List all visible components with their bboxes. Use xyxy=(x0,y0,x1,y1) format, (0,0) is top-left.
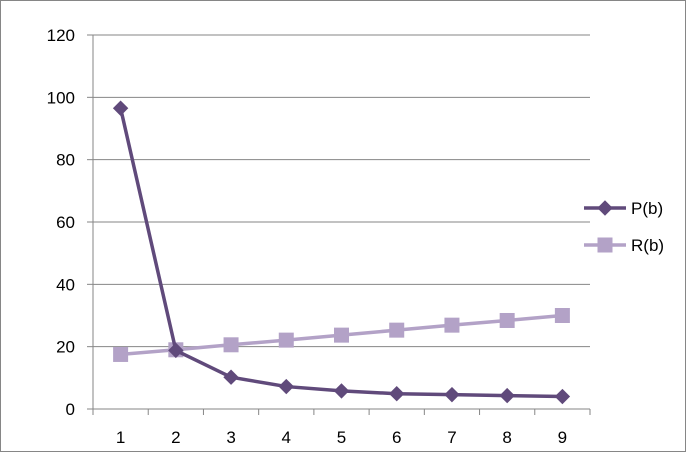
series-diamond-group xyxy=(112,100,571,405)
x-tick-label: 1 xyxy=(116,428,125,447)
x-tick-label: 5 xyxy=(337,428,346,447)
data-point xyxy=(554,388,571,405)
data-point xyxy=(278,332,294,348)
data-point xyxy=(112,100,129,116)
y-tick-label: 120 xyxy=(47,26,75,45)
data-point xyxy=(278,378,294,395)
data-point xyxy=(223,337,239,353)
data-point xyxy=(113,346,129,362)
data-point xyxy=(334,327,349,343)
axes: 0 20 40 60 80 100 120 1 2 3 4 5 6 7 8 9 xyxy=(47,26,591,447)
legend-item: R(b) xyxy=(584,236,664,255)
x-tick-label: 6 xyxy=(392,428,401,447)
data-point xyxy=(444,317,460,333)
y-tick-label: 100 xyxy=(47,88,75,107)
data-point xyxy=(333,383,350,399)
gridlines xyxy=(93,34,590,348)
y-tick-label: 80 xyxy=(56,151,75,170)
data-point xyxy=(389,386,405,402)
x-tick-label: 7 xyxy=(447,428,456,447)
data-point xyxy=(444,386,460,403)
data-point xyxy=(499,387,515,404)
y-tick-label: 40 xyxy=(56,275,75,294)
legend-marker xyxy=(597,200,613,216)
y-tick-label: 0 xyxy=(66,400,75,419)
legend-label: R(b) xyxy=(631,236,664,255)
data-point xyxy=(554,308,570,323)
x-tick-label: 4 xyxy=(282,428,291,447)
data-point xyxy=(499,312,515,328)
legend-item: P(b) xyxy=(584,199,663,218)
data-point xyxy=(168,342,184,359)
data-point xyxy=(223,369,239,385)
series-line xyxy=(118,107,563,399)
y-tick-label: 20 xyxy=(56,338,75,357)
legend: P(b) R(b) xyxy=(584,199,664,255)
data-point xyxy=(389,322,405,338)
x-tick-label: 8 xyxy=(502,428,511,447)
y-tick-label: 60 xyxy=(56,213,75,232)
x-tick-label: 9 xyxy=(558,428,567,447)
legend-marker xyxy=(597,237,613,253)
x-tick-label: 3 xyxy=(226,428,235,447)
legend-label: P(b) xyxy=(631,199,663,218)
x-tick-label: 2 xyxy=(171,428,180,447)
series-lines xyxy=(112,100,571,405)
